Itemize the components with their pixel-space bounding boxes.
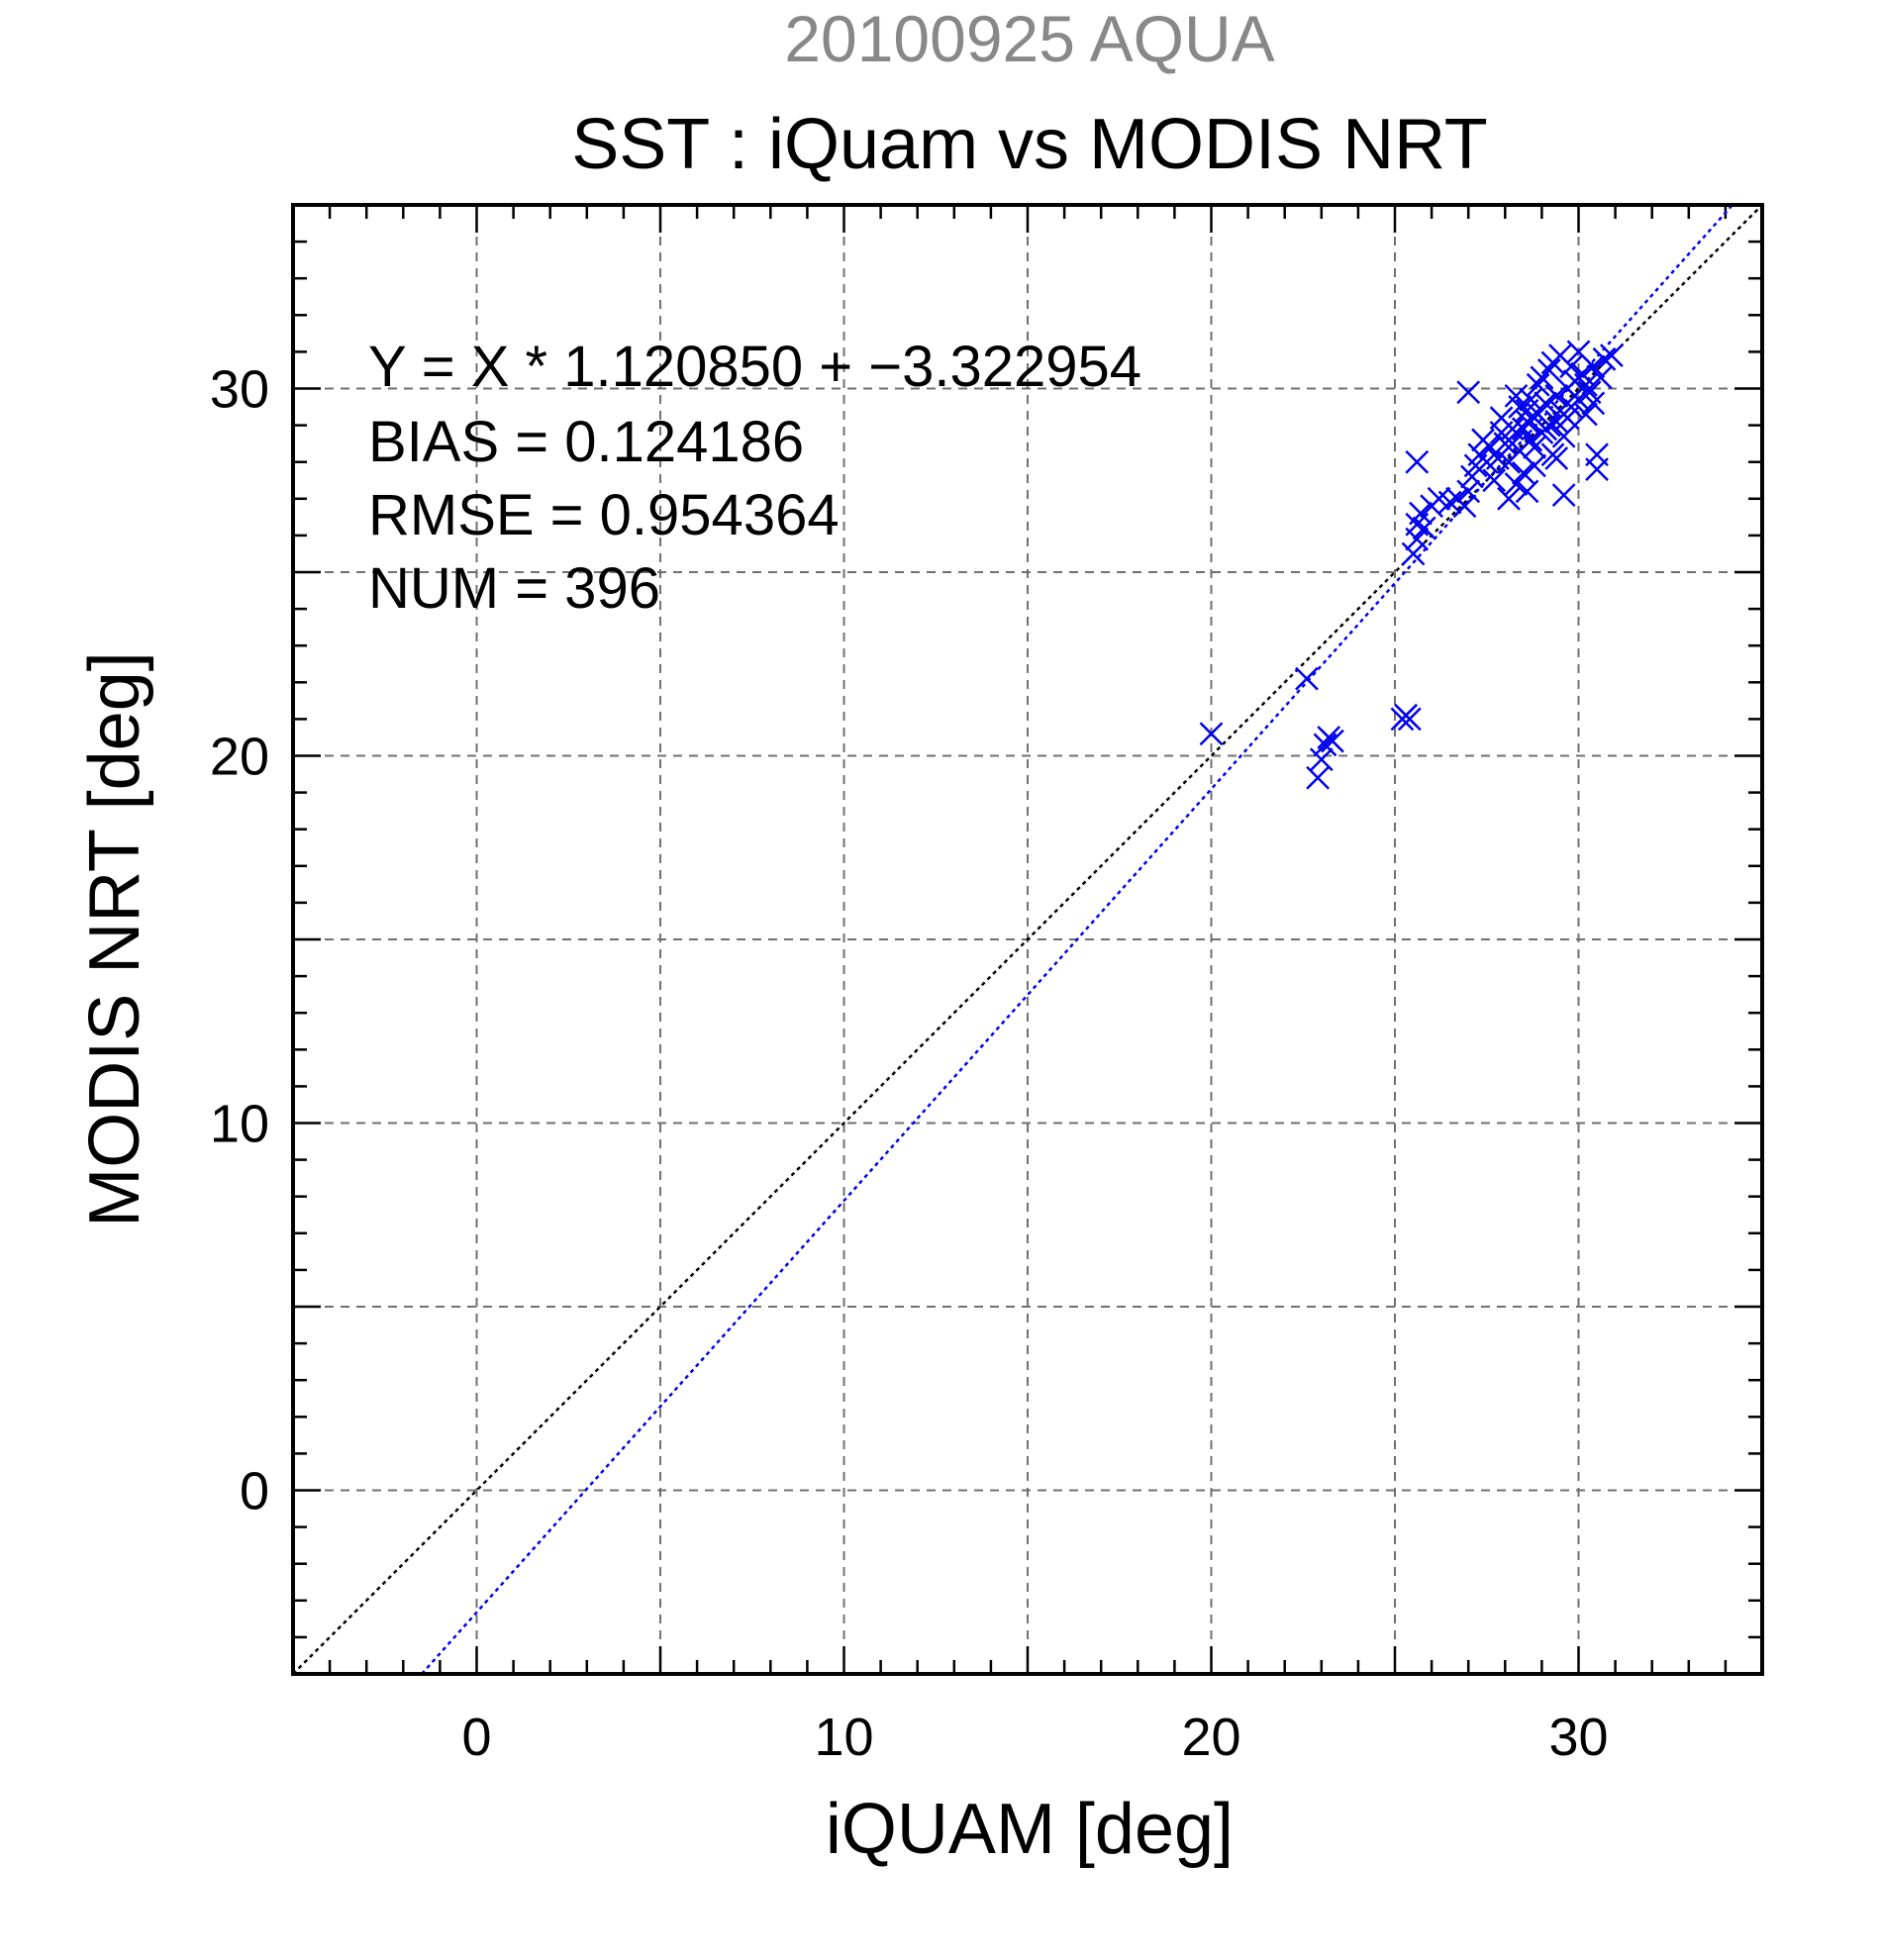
data-point <box>1519 428 1543 452</box>
data-point <box>1401 541 1426 566</box>
data-point <box>1199 722 1224 746</box>
scatter-points <box>1199 340 1624 790</box>
data-point <box>1504 472 1529 496</box>
data-point <box>1508 395 1533 419</box>
y-tick-label: 30 <box>210 360 269 420</box>
data-point <box>1566 340 1591 364</box>
data-point <box>1412 516 1436 540</box>
chart-title: SST : iQuam vs MODIS NRT <box>571 105 1488 184</box>
data-point <box>1295 666 1319 691</box>
data-point <box>1574 402 1598 427</box>
num-value: NUM = 396 <box>368 556 660 621</box>
data-point <box>1497 449 1521 474</box>
data-point <box>1500 432 1525 456</box>
x-axis-label: iQUAM [deg] <box>826 1790 1234 1869</box>
data-point <box>1511 417 1535 441</box>
data-point <box>1405 449 1430 474</box>
data-point <box>1523 453 1546 478</box>
data-point <box>1409 501 1433 526</box>
data-point <box>1530 365 1554 390</box>
regression-line <box>421 204 1733 1675</box>
data-point <box>1456 479 1481 504</box>
data-point <box>1515 479 1539 504</box>
x-tick-label: 0 <box>461 1708 491 1767</box>
data-point <box>1397 707 1422 732</box>
data-point <box>1551 424 1576 448</box>
data-point <box>1309 747 1334 772</box>
data-point <box>1588 365 1613 390</box>
data-point <box>1478 435 1503 459</box>
data-point <box>1321 729 1344 753</box>
x-tick-label: 10 <box>814 1708 873 1767</box>
regression-equation: Y = X * 1.120850 + −3.322954 <box>368 335 1141 399</box>
data-point <box>1600 343 1624 367</box>
data-point <box>1306 765 1330 790</box>
data-point <box>1581 391 1606 416</box>
data-point <box>1544 384 1569 408</box>
chart-subtitle: 20100925 AQUA <box>784 2 1274 75</box>
x-tick-labels: 0 10 20 30 <box>461 1708 1608 1767</box>
stats-annotation: Y = X * 1.120850 + −3.322954 BIAS = 0.12… <box>368 335 1141 621</box>
data-point <box>1493 432 1518 456</box>
minor-ticks <box>293 205 1762 1674</box>
y-tick-label: 10 <box>210 1095 269 1154</box>
data-point <box>1585 442 1609 467</box>
data-point <box>1313 733 1337 757</box>
data-point <box>1452 494 1477 519</box>
data-point <box>1437 490 1462 515</box>
y-axis-label: MODIS NRT [deg] <box>75 651 154 1227</box>
data-point <box>1456 380 1481 405</box>
data-point <box>1482 468 1507 493</box>
y-tick-label: 20 <box>210 728 269 787</box>
rmse-value: RMSE = 0.954364 <box>368 483 840 547</box>
data-point <box>1551 483 1576 507</box>
data-point <box>1562 384 1587 408</box>
plot-frame <box>291 203 1764 1676</box>
data-point <box>1511 460 1535 485</box>
data-point <box>1515 398 1539 423</box>
data-point <box>1544 410 1569 434</box>
y-tick-label: 0 <box>240 1462 269 1521</box>
x-tick-label: 30 <box>1548 1708 1608 1767</box>
x-tick-label: 20 <box>1181 1708 1240 1767</box>
y-tick-labels: 0 10 20 30 <box>210 360 269 1521</box>
data-point <box>1592 346 1617 371</box>
data-point <box>1534 417 1557 441</box>
grid-lines <box>293 205 1762 1674</box>
data-point <box>1489 406 1514 431</box>
data-point <box>1526 372 1550 397</box>
data-point <box>1515 410 1539 434</box>
reference-lines <box>292 204 1763 1675</box>
data-point <box>1544 446 1569 470</box>
data-point <box>1559 354 1583 379</box>
data-point <box>1497 486 1521 511</box>
one-to-one-line <box>292 204 1763 1675</box>
data-point <box>1534 391 1557 416</box>
bias-value: BIAS = 0.124186 <box>368 410 804 474</box>
data-point <box>1523 435 1546 459</box>
